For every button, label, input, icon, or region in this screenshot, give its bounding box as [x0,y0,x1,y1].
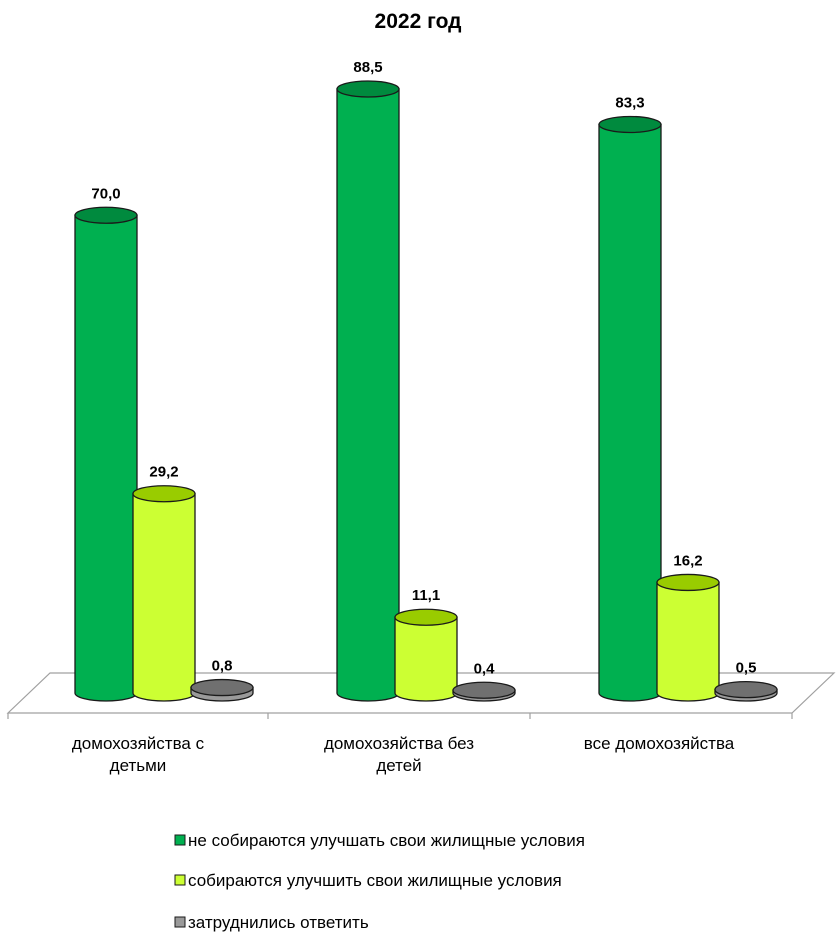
bar-2-1 [452,681,516,702]
data-label: 0,5 [736,660,757,677]
legend-item: затруднились ответить [174,913,369,932]
legend-swatch [174,916,186,928]
bar-top [132,485,196,503]
data-label: 88,5 [353,59,382,76]
data-label: 11,1 [412,587,440,604]
data-label: 70,0 [91,185,120,202]
category-label: все домохозяйства [584,734,735,753]
bar-0-1 [336,80,400,702]
bar-top [74,206,138,224]
data-label: 0,4 [474,660,496,677]
bar-0-0 [74,206,138,702]
data-label: 0,8 [212,658,233,675]
category-label: детей [376,756,421,775]
data-label: 83,3 [615,94,644,111]
bar-1-1 [394,608,458,702]
chart-title: 2022 год [375,10,462,33]
bar-top [598,115,662,134]
bar-body [336,88,400,702]
legend-label: затруднились ответить [188,913,369,932]
legend-item: не собираются улучшать свои жилищные усл… [174,831,585,850]
category-label: домохозяйства без [324,734,474,753]
legend-label: собираются улучшить свои жилищные услови… [188,871,562,890]
bar-body [132,493,196,702]
category-label: детьми [110,756,167,775]
bar-top [394,608,458,626]
legend: не собираются улучшать свои жилищные усл… [174,831,585,932]
bar-top [656,573,720,592]
bar-body [656,581,720,702]
category-label: домохозяйства с [72,734,205,753]
bar-top [714,680,778,699]
category-labels: домохозяйства с детьми домохозяйства без де… [72,734,735,775]
legend-label: не собираются улучшать свои жилищные усл… [188,831,585,850]
legend-swatch [174,874,186,886]
bar-body [74,214,138,702]
bar-top [336,80,400,98]
bar-1-2 [656,573,720,702]
legend-swatch [174,834,186,846]
bars [74,80,778,702]
bar-2-2 [714,680,778,702]
legend-item: собираются улучшить свои жилищные услови… [174,871,562,890]
data-label: 16,2 [673,552,702,569]
data-label: 29,2 [149,464,178,481]
bar-2-0 [190,678,254,702]
bar-top [452,681,516,699]
bar-0-2 [598,115,662,702]
bar-body [598,123,662,702]
bar-body [394,616,458,702]
value-labels: 70,0 88,5 83,3 29,2 11,1 16,2 0,8 0,4 0,5 [91,59,756,677]
bar-1-0 [132,485,196,702]
bar-top [190,678,254,697]
